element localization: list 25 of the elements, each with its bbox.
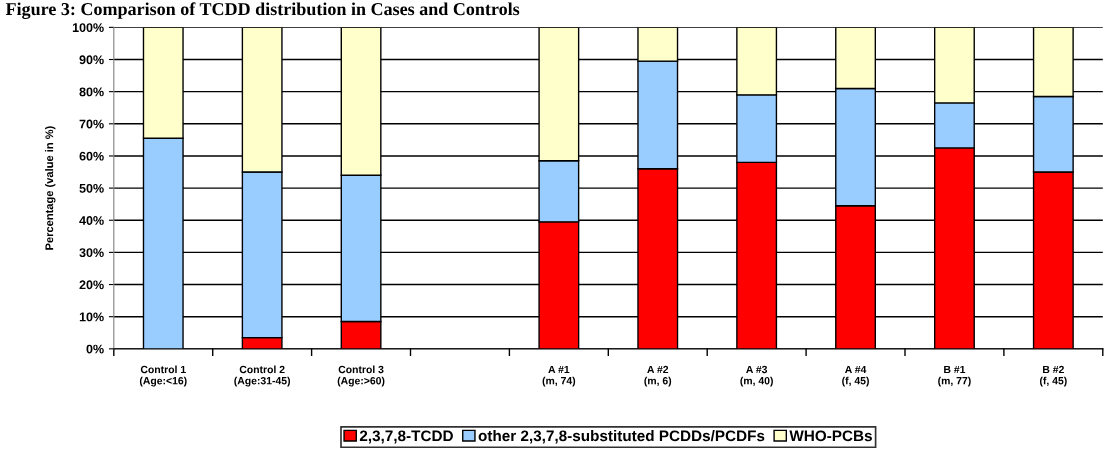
y-tick-label: 60% — [79, 151, 104, 161]
legend-label: other 2,3,7,8-substituted PCDDs/PCDFs — [478, 429, 765, 444]
y-tick-label: 0% — [86, 344, 104, 354]
x-tick-label: B #2 (f, 45) — [1039, 365, 1067, 387]
x-tick-label: A #1 (m, 74) — [542, 365, 576, 387]
x-tick-label: Control 2 (Age:31-45) — [234, 365, 291, 387]
y-tick-label: 20% — [79, 280, 104, 290]
x-tick-label: A #3 (m, 40) — [740, 365, 773, 387]
x-tick-label: B #1 (m, 77) — [938, 365, 971, 387]
y-tick-label: 30% — [79, 248, 104, 258]
y-tick-label: 100% — [72, 23, 104, 33]
y-tick-label: 50% — [79, 183, 104, 193]
y-tick-label: 80% — [79, 87, 104, 97]
legend-label: 2,3,7,8-TCDD — [359, 430, 453, 444]
y-axis-title: Percentage (value in %) — [45, 126, 56, 250]
y-tick-label: 40% — [79, 216, 104, 225]
x-tick-label: Control 3 (Age:>60) — [337, 365, 385, 387]
x-tick-label: Control 1 (Age:<16) — [139, 365, 187, 387]
chart-title: Figure 3: Comparison of TCDD distribution in Cases and Controls — [5, 2, 520, 19]
legend-label: WHO-PCBs — [789, 430, 872, 442]
y-tick-label: 10% — [79, 312, 104, 322]
x-tick-label: A #2 (m, 6) — [644, 365, 672, 387]
x-tick-label: A #4 (f, 45) — [842, 365, 869, 387]
y-tick-label: 70% — [79, 119, 104, 129]
y-tick-label: 90% — [79, 55, 104, 65]
